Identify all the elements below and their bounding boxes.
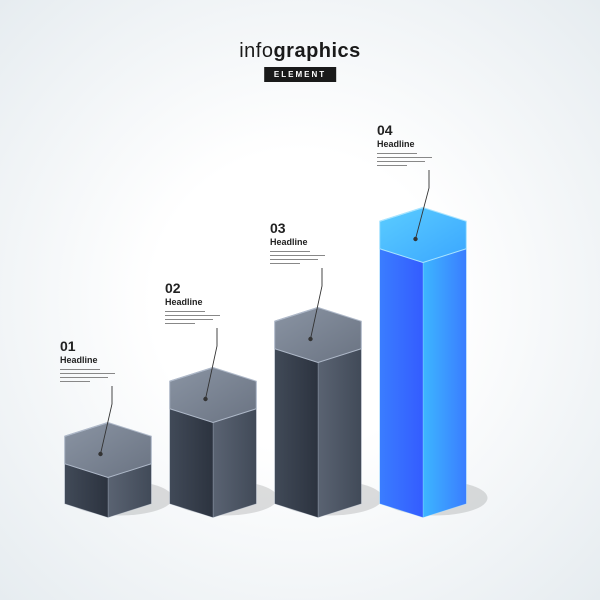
hex-column-04	[0, 0, 600, 600]
callout-04: 04Headline	[377, 122, 432, 169]
callout-body-lines	[377, 153, 432, 166]
infographic-stage: 01Headline02Headline03Headline04Headline	[0, 0, 600, 600]
callout-number: 04	[377, 122, 432, 138]
callout-headline: Headline	[377, 139, 432, 149]
